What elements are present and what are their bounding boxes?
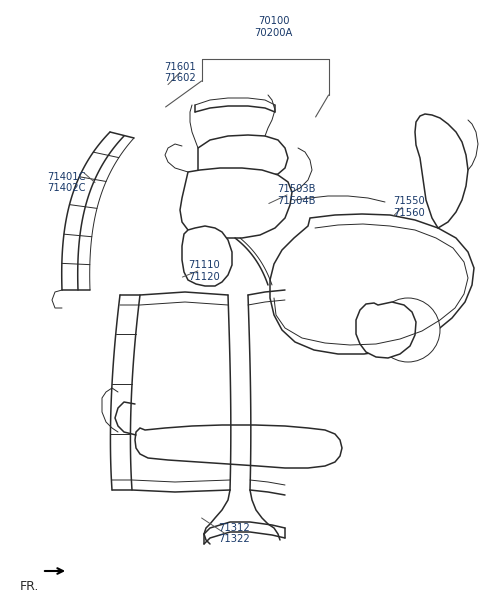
Polygon shape	[356, 302, 416, 358]
Polygon shape	[415, 114, 468, 228]
Polygon shape	[270, 214, 474, 354]
Text: FR.: FR.	[20, 580, 39, 593]
Text: 71503B
71504B: 71503B 71504B	[277, 184, 316, 206]
Text: 71312
71322: 71312 71322	[218, 522, 250, 544]
Text: 71110
71120: 71110 71120	[188, 260, 220, 282]
Polygon shape	[135, 425, 342, 468]
Text: 71601
71602: 71601 71602	[164, 61, 196, 83]
Polygon shape	[198, 135, 288, 176]
Text: 71550
71560: 71550 71560	[393, 196, 425, 218]
Text: 70100
70200A: 70100 70200A	[254, 16, 293, 38]
Polygon shape	[180, 168, 292, 238]
Text: 71401C
71402C: 71401C 71402C	[47, 172, 85, 194]
Circle shape	[376, 298, 440, 362]
Polygon shape	[182, 226, 232, 286]
